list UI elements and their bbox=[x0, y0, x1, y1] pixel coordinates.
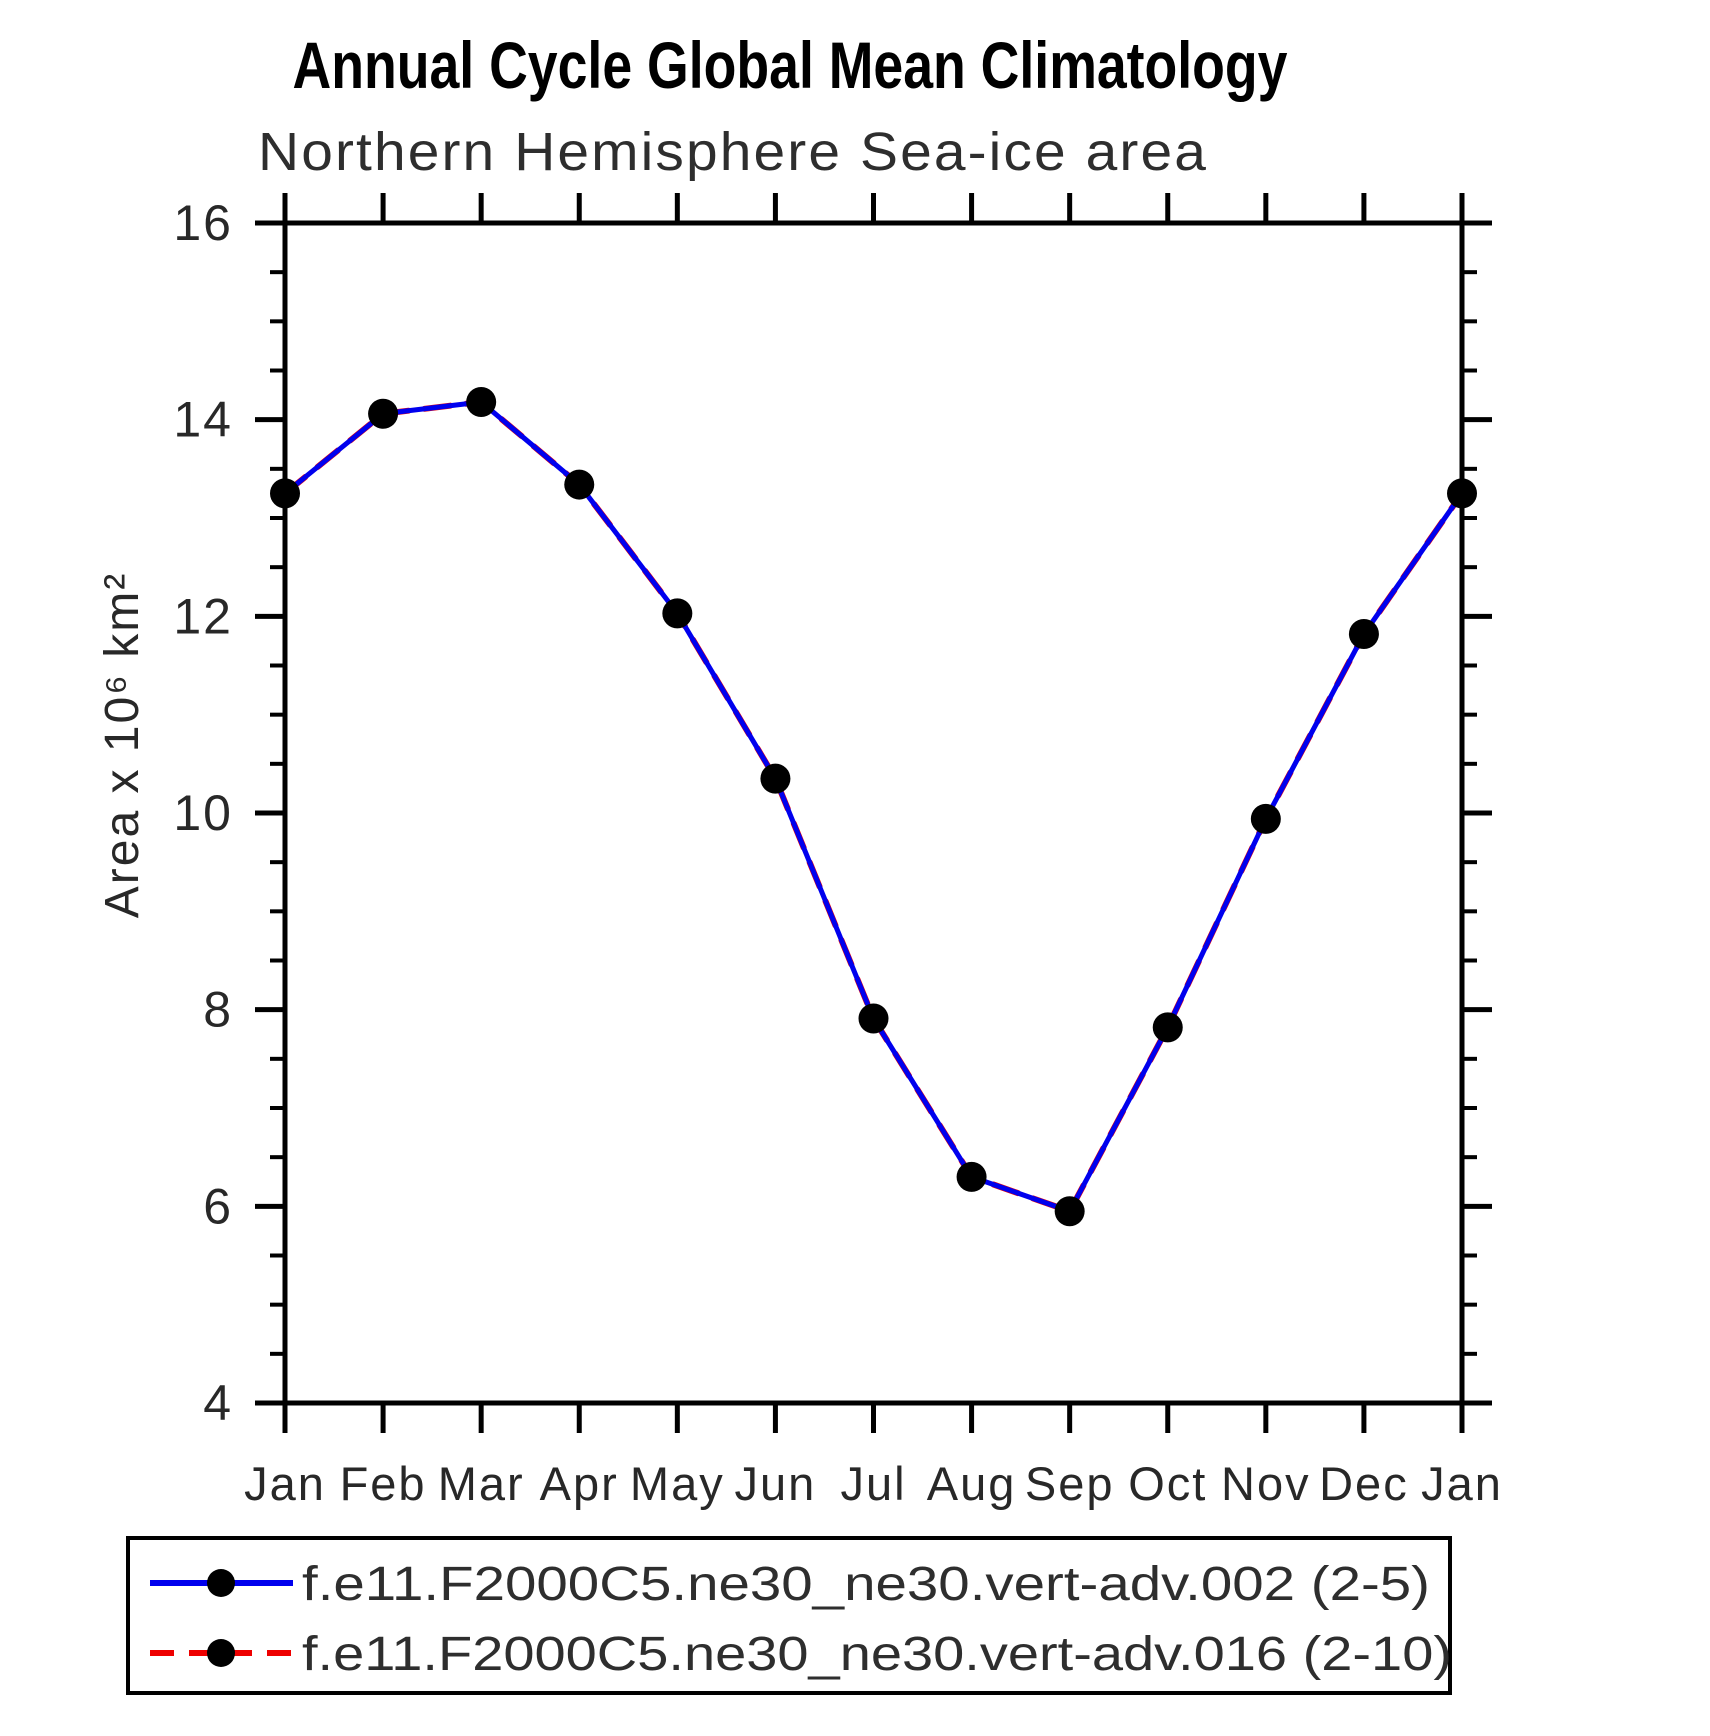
data-point-marker bbox=[1152, 1012, 1183, 1043]
legend-label: f.e11.F2000C5.ne30_ne30.vert-adv.002 (2-… bbox=[302, 1558, 1430, 1611]
data-point-marker bbox=[1447, 478, 1477, 509]
x-tick-label: Sep bbox=[1025, 1457, 1115, 1510]
data-point-marker bbox=[1054, 1196, 1085, 1227]
legend-box bbox=[126, 1536, 1452, 1695]
x-tick-label: Aug bbox=[927, 1457, 1017, 1510]
y-tick-label: 16 bbox=[173, 195, 233, 251]
y-tick-label: 10 bbox=[173, 785, 233, 841]
x-tick-label: Feb bbox=[340, 1457, 427, 1510]
x-tick-label: May bbox=[630, 1457, 725, 1510]
legend-marker bbox=[207, 1569, 235, 1597]
y-tick-label: 6 bbox=[203, 1178, 233, 1234]
y-tick-label: 4 bbox=[203, 1375, 233, 1431]
data-point-marker bbox=[1348, 619, 1379, 650]
data-point-marker bbox=[564, 469, 595, 500]
x-tick-label: Mar bbox=[438, 1457, 525, 1510]
series-line-0 bbox=[282, 399, 1465, 1214]
x-tick-label: Dec bbox=[1319, 1457, 1409, 1510]
x-tick-label: Jul bbox=[840, 1457, 906, 1510]
x-tick-label: Apr bbox=[540, 1457, 619, 1510]
series-line-1 bbox=[282, 398, 1465, 1215]
data-series bbox=[270, 386, 1477, 1227]
x-tick-label: Oct bbox=[1128, 1457, 1207, 1510]
x-tick-label: Jan bbox=[1421, 1457, 1503, 1510]
axis-ticks bbox=[255, 193, 1492, 1433]
y-axis-label: Area x 10⁶ km² bbox=[96, 572, 149, 919]
y-tick-label: 8 bbox=[203, 982, 233, 1038]
y-tick-label: 12 bbox=[173, 588, 233, 644]
data-point-marker bbox=[760, 763, 791, 794]
axis-tick-labels: Jan Feb Mar Apr May Jun Jul Aug Sep Oct Nov Dec Jan4… bbox=[173, 195, 1503, 1510]
legend: f.e11.F2000C5.ne30_ne30.vert-adv.002 (2-… bbox=[126, 1536, 1452, 1695]
x-tick-label: Nov bbox=[1221, 1457, 1311, 1510]
legend-label: f.e11.F2000C5.ne30_ne30.vert-adv.016 (2-… bbox=[302, 1628, 1452, 1681]
chart-title: Annual Cycle Global Mean Climatology bbox=[293, 28, 1288, 102]
chart-subtitle: Northern Hemisphere Sea-ice area bbox=[258, 122, 1208, 182]
data-point-marker bbox=[270, 478, 300, 509]
data-point-marker bbox=[1250, 803, 1281, 834]
data-point-marker bbox=[956, 1161, 987, 1192]
data-point-marker bbox=[662, 598, 693, 629]
data-point-marker bbox=[858, 1003, 889, 1034]
axes-frame bbox=[255, 193, 1492, 1433]
data-point-marker bbox=[368, 398, 399, 429]
y-tick-label: 14 bbox=[173, 392, 233, 448]
x-tick-label: Jan bbox=[244, 1457, 326, 1510]
x-tick-label: Jun bbox=[735, 1457, 817, 1510]
data-point-marker bbox=[466, 386, 497, 417]
legend-marker bbox=[207, 1639, 235, 1667]
